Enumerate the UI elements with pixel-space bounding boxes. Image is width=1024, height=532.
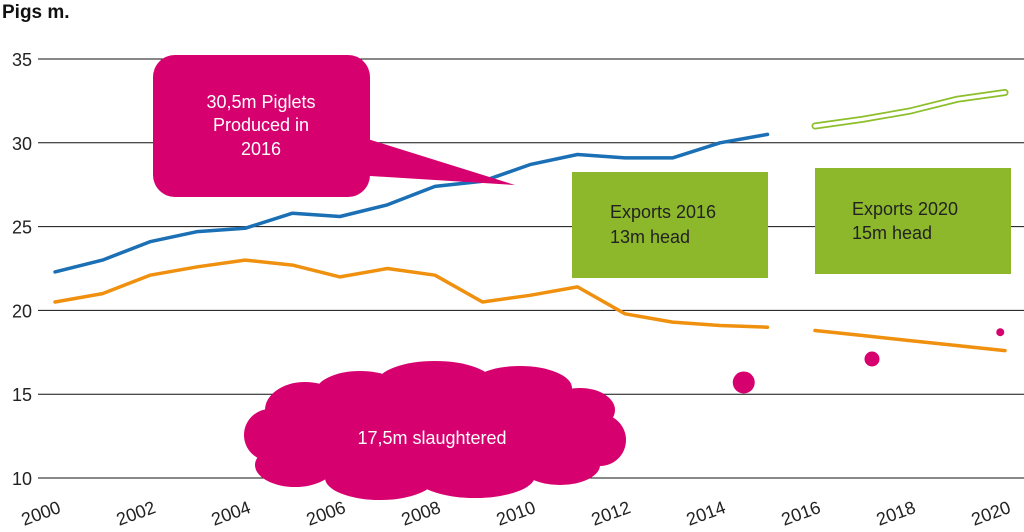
y-tick-30: 30 — [12, 134, 32, 154]
dot-1 — [732, 371, 755, 394]
exports-2020-annotation: Exports 2020 15m head — [815, 168, 1011, 274]
y-tick-10: 10 — [12, 469, 32, 489]
x-tick-2012: 2012 — [589, 497, 633, 529]
exports-2020-line-1: Exports 2020 — [852, 199, 958, 219]
x-tick-2018: 2018 — [874, 497, 918, 529]
slaughtered-cloud-label: 17,5m slaughtered — [357, 428, 506, 448]
y-axis-ticks: 10 15 20 25 30 35 — [12, 50, 32, 489]
y-tick-25: 25 — [12, 218, 32, 238]
x-tick-2014: 2014 — [684, 497, 728, 529]
series-piglets_forecast-inner — [813, 90, 1007, 128]
dot-3 — [996, 328, 1005, 337]
exports-2016-line-1: Exports 2016 — [610, 202, 716, 222]
exports-2016-line-2: 13m head — [610, 227, 690, 247]
y-tick-20: 20 — [12, 301, 32, 321]
series-group — [53, 89, 1009, 353]
exports-2020-box — [815, 168, 1011, 274]
x-tick-2010: 2010 — [494, 497, 538, 529]
piglets-callout-bubble — [153, 55, 370, 197]
x-tick-2000: 2000 — [19, 497, 63, 529]
x-tick-2008: 2008 — [399, 497, 443, 529]
y-tick-35: 35 — [12, 50, 32, 70]
exports-2016-box — [572, 172, 768, 278]
dots-group — [732, 328, 1005, 394]
x-axis-ticks: 2000 2002 2004 2006 2008 2010 2012 2014 2016 2018… — [19, 497, 1013, 529]
series-slaughtered — [53, 258, 770, 329]
y-axis-label: Pigs m. — [2, 2, 70, 23]
dot-2 — [864, 351, 880, 367]
x-tick-2016: 2016 — [779, 497, 823, 529]
x-tick-2006: 2006 — [304, 497, 348, 529]
piglets-callout: 30,5m Piglets Produced in 2016 — [153, 55, 515, 197]
piglets-callout-line-3: 2016 — [241, 139, 281, 159]
series-slaughtered_forecast — [813, 328, 1007, 353]
series-piglets — [53, 132, 770, 274]
slaughtered-cloud: 17,5m slaughtered — [244, 361, 626, 500]
x-tick-2004: 2004 — [209, 497, 253, 529]
exports-2020-line-2: 15m head — [852, 223, 932, 243]
piglets-callout-pointer — [355, 135, 515, 185]
piglets-callout-line-1: 30,5m Piglets — [206, 92, 315, 112]
x-tick-2020: 2020 — [969, 497, 1013, 529]
piglets-callout-line-2: Produced in — [213, 115, 309, 135]
exports-2016-annotation: Exports 2016 13m head — [572, 172, 768, 278]
x-tick-2002: 2002 — [114, 497, 158, 529]
y-tick-15: 15 — [12, 385, 32, 405]
